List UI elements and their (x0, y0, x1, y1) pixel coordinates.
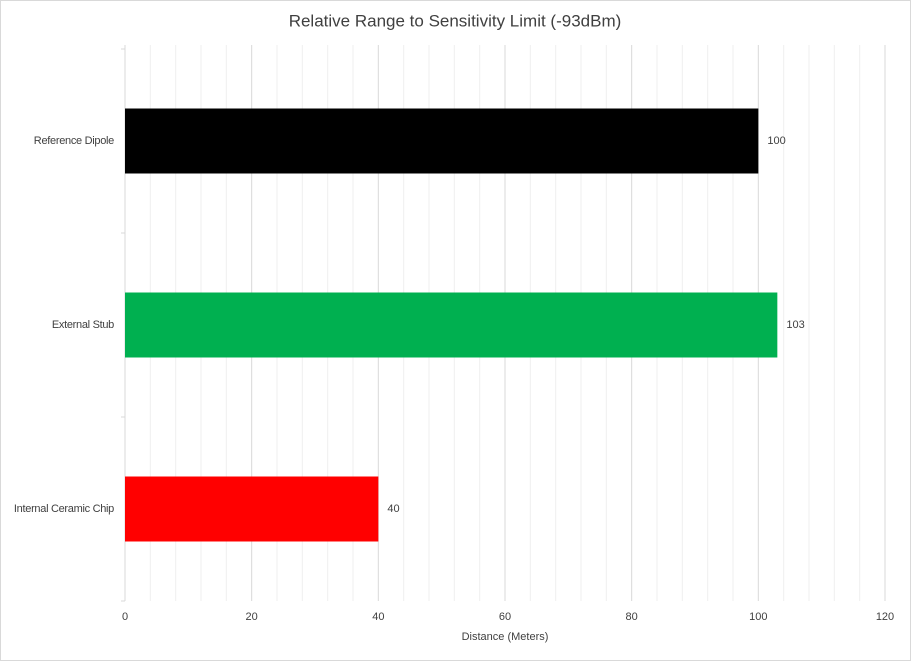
x-tick-label: 40 (372, 611, 384, 623)
bar (125, 108, 759, 174)
chart-title: Relative Range to Sensitivity Limit (-93… (289, 11, 622, 30)
x-tick-label: 60 (499, 611, 511, 623)
x-tick-label: 20 (246, 611, 258, 623)
y-tick-label: Reference Dipole (34, 135, 114, 147)
x-tick-label: 80 (626, 611, 638, 623)
x-tick-label: 0 (122, 611, 128, 623)
bar (125, 476, 379, 542)
y-tick-label: External Stub (52, 319, 114, 331)
data-label: 100 (767, 135, 785, 147)
data-label: 103 (786, 319, 804, 331)
y-tick-label: Internal Ceramic Chip (14, 503, 114, 515)
bar (125, 292, 778, 358)
x-axis-label: Distance (Meters) (462, 631, 549, 643)
x-tick-label: 100 (749, 611, 767, 623)
data-label: 40 (387, 503, 399, 515)
x-tick-label: 120 (876, 611, 894, 623)
